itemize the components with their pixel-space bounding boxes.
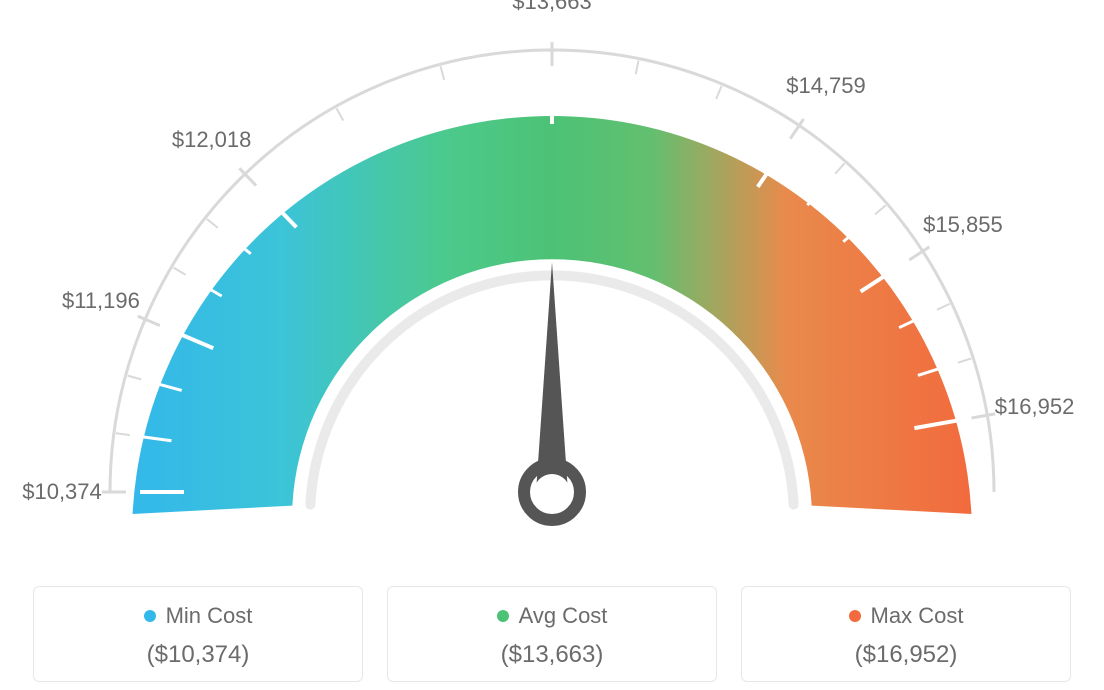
- gauge-tick-label: $15,855: [923, 212, 1003, 238]
- gauge-tick-label: $10,374: [22, 479, 102, 505]
- dot-max-icon: [849, 610, 861, 622]
- legend-value-min: ($10,374): [44, 641, 352, 669]
- legend-value-max: ($16,952): [752, 641, 1060, 669]
- legend-card-min: Min Cost ($10,374): [33, 586, 363, 682]
- legend-title-avg: Avg Cost: [497, 603, 608, 629]
- legend-value-avg: ($13,663): [398, 641, 706, 669]
- gauge-tick-label: $16,952: [995, 394, 1075, 420]
- legend-title-text: Min Cost: [166, 603, 253, 629]
- dot-avg-icon: [497, 610, 509, 622]
- dot-min-icon: [144, 610, 156, 622]
- legend-title-text: Avg Cost: [519, 603, 608, 629]
- legend-card-avg: Avg Cost ($13,663): [387, 586, 717, 682]
- gauge-tick-label: $11,196: [62, 288, 140, 314]
- gauge-tick-label: $12,018: [172, 127, 252, 153]
- gauge-svg: [0, 0, 1104, 560]
- legend-title-text: Max Cost: [871, 603, 964, 629]
- gauge-tick-label: $14,759: [786, 73, 866, 99]
- legend-row: Min Cost ($10,374) Avg Cost ($13,663) Ma…: [0, 586, 1104, 682]
- gauge-tick-label: $13,663: [512, 0, 592, 15]
- cost-gauge: $10,374 $11,196 $12,018 $13,663 $14,759 $15,8…: [0, 0, 1104, 560]
- legend-title-min: Min Cost: [144, 603, 253, 629]
- legend-title-max: Max Cost: [849, 603, 964, 629]
- legend-card-max: Max Cost ($16,952): [741, 586, 1071, 682]
